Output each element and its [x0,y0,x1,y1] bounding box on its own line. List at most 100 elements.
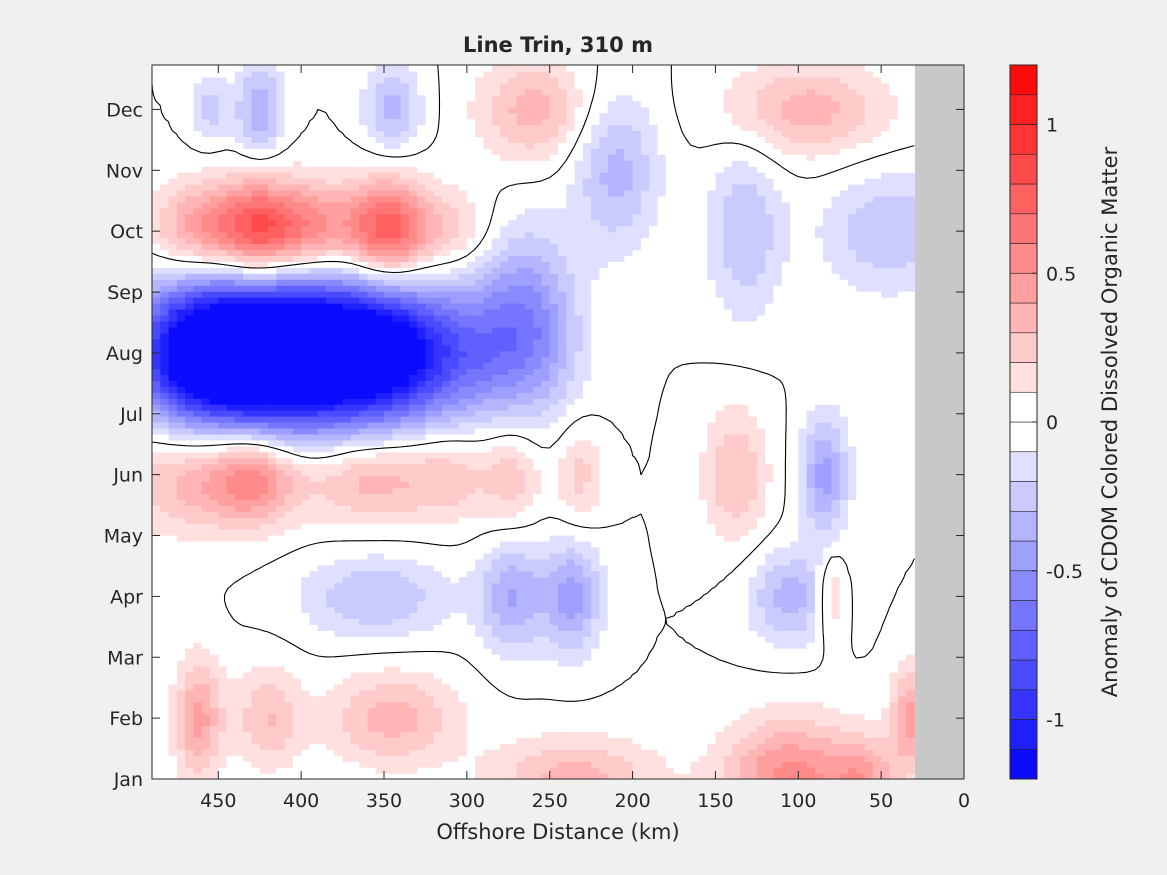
heat-cell [367,755,377,762]
heat-cell [906,719,915,727]
heat-cell [160,624,170,631]
heat-cell [408,493,418,500]
heat-cell [160,481,170,489]
heat-cell [185,743,195,750]
heat-cell [251,701,261,709]
heat-cell [707,689,717,697]
heat-cell [906,618,915,625]
heat-cell [433,660,443,667]
heat-cell [201,576,211,584]
heat-cell [698,523,708,530]
heat-cell [425,499,435,506]
heat-cell [889,731,899,738]
heat-cell [160,767,170,774]
heat-cell [367,671,377,679]
heat-cell [500,606,509,613]
heat-cell [276,731,286,738]
heat-cell [599,529,609,536]
heat-cell [243,600,253,608]
heat-cell [234,755,244,762]
heat-cell [574,731,584,738]
heat-cell [657,511,667,518]
heat-cell [549,511,559,518]
heat-cell [483,654,493,661]
heat-cell [798,737,808,744]
heat-cell [334,481,344,489]
heat-cell [657,564,667,572]
heat-cell [889,469,899,477]
heat-cell [864,511,874,518]
heat-cell [268,677,277,685]
heat-cell [193,517,203,524]
heat-cell [657,767,667,774]
heat-cell [160,546,170,554]
heat-cell [218,671,228,679]
heat-cell [334,755,344,762]
heat-cell [566,457,576,465]
heat-cell [433,719,443,727]
heat-cell [723,499,733,506]
heat-cell [367,511,377,518]
heat-cell [748,541,758,548]
heat-cell [259,743,269,750]
heat-cell [342,493,352,500]
heat-cell [906,654,915,661]
heat-cell [176,648,186,655]
heat-cell [160,695,170,703]
heat-cell [715,576,725,584]
heat-cell [707,749,717,756]
heat-cell [566,660,576,667]
heat-cell [707,713,717,721]
heat-cell [301,481,311,489]
heat-cell [475,505,485,512]
heat-cell [193,451,203,459]
heat-cell [897,761,907,768]
heat-cell [599,606,609,613]
heat-cell [259,481,269,489]
heat-cell [723,552,733,560]
heat-cell [176,725,186,732]
heat-cell [790,511,799,518]
heat-cell [475,517,485,524]
heat-cell [549,719,559,727]
heat-cell [872,493,882,500]
heat-cell [301,511,311,518]
heat-cell [558,767,567,774]
heat-cell [682,695,692,703]
heat-cell [408,719,418,727]
heat-cell [392,660,402,667]
heat-cell [450,582,460,590]
heat-cell [773,594,783,602]
heat-cell [682,654,692,661]
heat-cell [450,749,460,756]
heat-cell [640,761,650,768]
heat-cell [384,648,393,655]
heat-cell [375,660,385,667]
heat-cell [392,463,402,471]
heat-cell [251,648,261,655]
heat-cell [417,749,427,756]
heat-cell [317,552,327,560]
heat-cell [690,570,700,578]
heat-cell [864,594,874,602]
heat-cell [599,695,609,703]
heat-cell [674,701,683,709]
heat-cell [872,743,882,750]
heat-cell [508,505,518,512]
heat-cell [392,481,402,489]
heat-cell [657,713,667,721]
heat-cell [881,606,891,613]
heat-cell [640,469,650,477]
heat-cell [524,535,534,542]
heat-cell [649,660,659,667]
heat-cell [400,624,410,631]
heat-cell [616,648,625,655]
heat-cell [176,707,186,715]
heat-cell [823,701,833,709]
heat-cell [268,463,277,471]
heat-cell [848,755,857,762]
heat-cell [268,713,277,721]
heat-cell [176,541,186,548]
heat-cell [425,767,435,774]
heat-cell [732,463,741,471]
